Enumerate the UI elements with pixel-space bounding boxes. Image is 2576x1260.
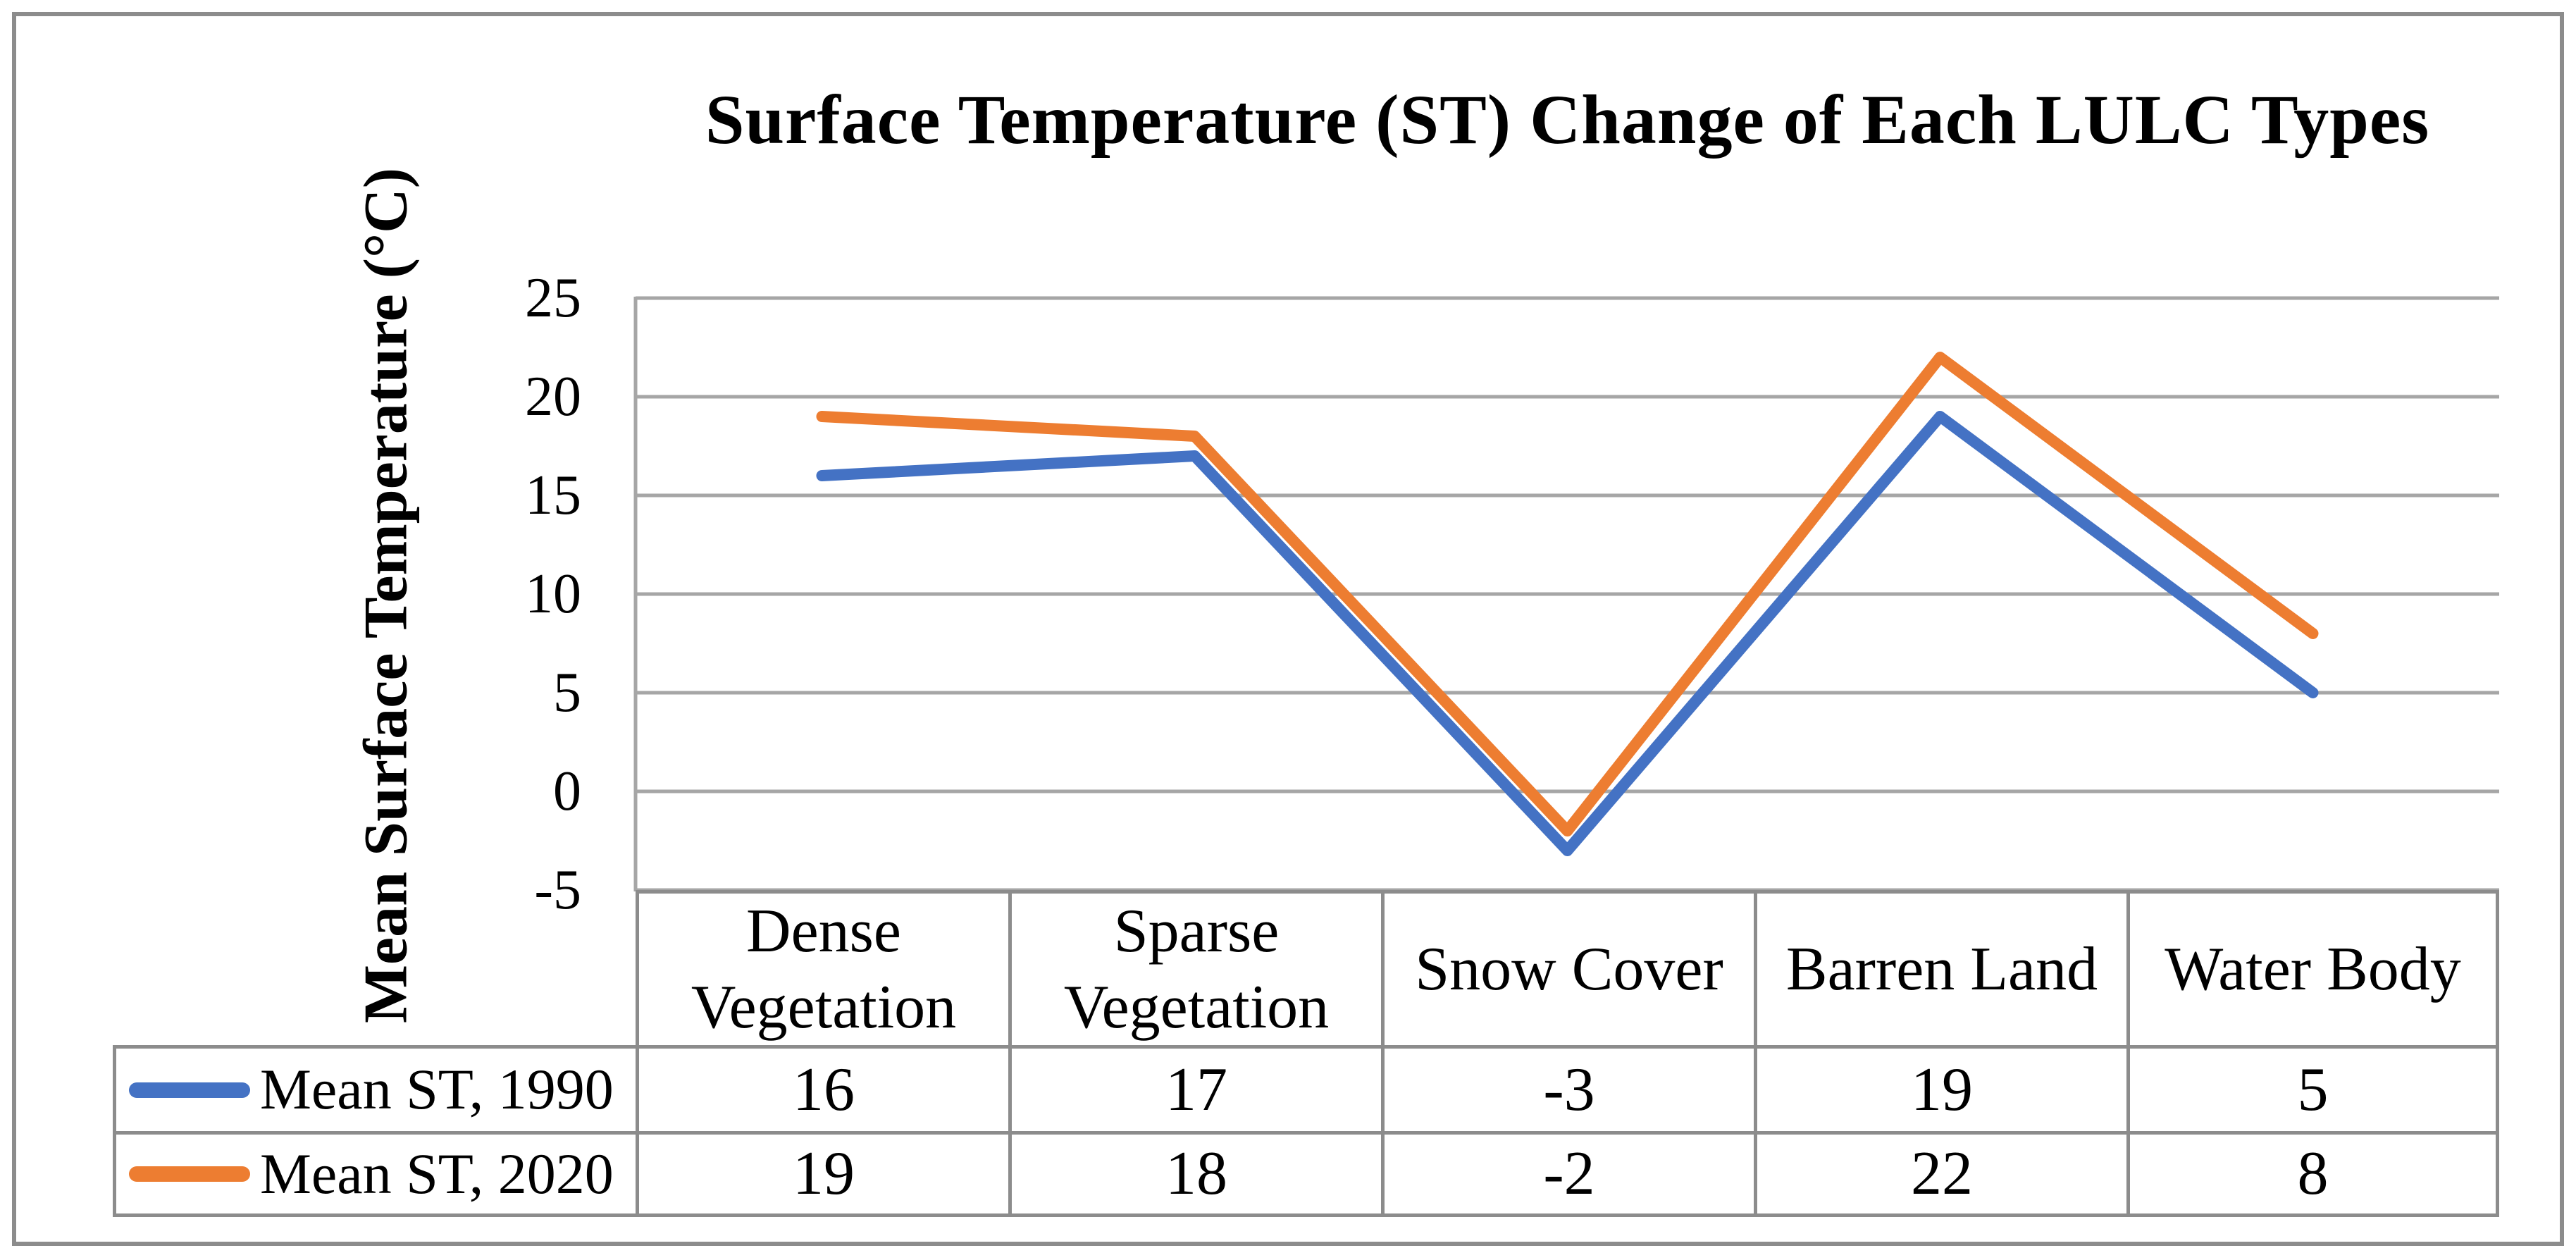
value-cell: 19: [1754, 1045, 2126, 1131]
value-cell: 19: [636, 1131, 1008, 1217]
data-table: Dense Vegetation Sparse Vegetation Snow Co…: [113, 890, 2499, 1217]
value-cell: 8: [2126, 1131, 2499, 1217]
y-tick-label: 20: [525, 366, 581, 428]
value-cell: -2: [1381, 1131, 1754, 1217]
y-tick-label: 5: [553, 662, 581, 724]
value-cell: 22: [1754, 1131, 2126, 1217]
category-header-cell: Barren Land: [1754, 890, 2126, 1045]
y-tick-label: 10: [525, 563, 581, 625]
value-cell: 17: [1008, 1045, 1381, 1131]
value-cell: -3: [1381, 1045, 1754, 1131]
legend-series-name: Mean ST, 2020: [260, 1141, 614, 1206]
value-cell: 5: [2126, 1045, 2499, 1131]
legend-series-name: Mean ST, 1990: [260, 1057, 614, 1122]
figure-border: [12, 12, 2564, 1246]
series-line-0: [816, 411, 2319, 856]
legend-cell: Mean ST, 2020: [113, 1131, 636, 1217]
category-header-cell: Snow Cover: [1381, 890, 1754, 1045]
y-tick-label: 25: [525, 267, 581, 329]
legend-swatch: [129, 1166, 250, 1182]
category-header-cell: Sparse Vegetation: [1008, 890, 1381, 1045]
series-line-1: [816, 352, 2319, 836]
category-header-cell: Dense Vegetation: [636, 890, 1008, 1045]
y-tick-label: 0: [553, 760, 581, 822]
table-corner-cell: [113, 890, 636, 1045]
legend-cell: Mean ST, 1990: [113, 1045, 636, 1131]
category-header-cell: Water Body: [2126, 890, 2499, 1045]
value-cell: 18: [1008, 1131, 1381, 1217]
y-tick-label: -5: [534, 859, 581, 921]
chart-title: Surface Temperature (ST) Change of Each …: [705, 80, 2430, 159]
y-tick-label: 15: [525, 464, 581, 526]
legend-swatch: [129, 1082, 250, 1098]
value-cell: 16: [636, 1045, 1008, 1131]
